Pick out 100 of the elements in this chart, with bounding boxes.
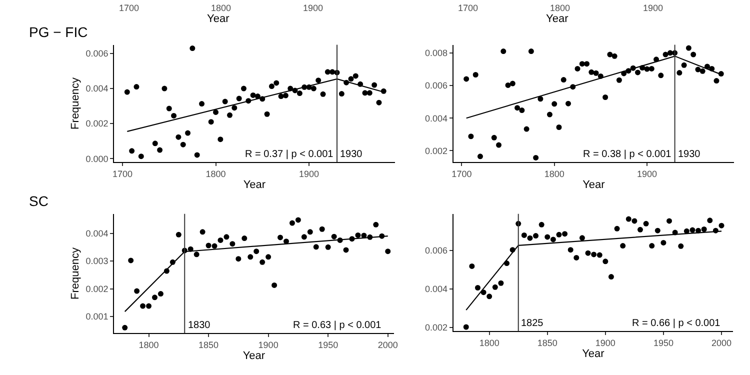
point <box>474 284 480 290</box>
point <box>585 250 591 256</box>
point <box>568 247 574 253</box>
text: 1700 <box>458 3 478 13</box>
point <box>218 136 224 142</box>
point <box>632 218 638 224</box>
point <box>185 130 191 136</box>
point <box>550 236 556 242</box>
point <box>519 108 525 114</box>
x-tick-label: 1800 <box>544 168 564 179</box>
point <box>648 66 654 72</box>
point <box>626 216 632 222</box>
point <box>463 324 469 330</box>
point <box>690 52 696 58</box>
x-axis-title: Year <box>582 179 606 192</box>
point <box>171 112 177 118</box>
point <box>654 228 660 234</box>
point <box>591 252 597 258</box>
point <box>464 76 470 82</box>
annotation: R = 0.63 | p < 0.001 <box>293 320 382 331</box>
point <box>310 86 316 92</box>
text: 1900 <box>643 3 664 13</box>
x-tick-label: 1950 <box>653 338 674 348</box>
point <box>320 91 326 97</box>
y-tick-label: 0.006 <box>425 246 448 256</box>
point <box>514 105 520 111</box>
point <box>324 69 330 75</box>
point <box>649 243 655 249</box>
x-tick-label: 1850 <box>198 340 219 350</box>
point <box>533 233 539 239</box>
point <box>180 142 186 148</box>
x-tick-label: 2000 <box>711 338 732 348</box>
y-tick-label: 0.002 <box>86 118 108 129</box>
y-tick-label: 0.004 <box>425 113 448 124</box>
point <box>254 94 260 100</box>
point <box>574 66 580 72</box>
point <box>284 238 289 244</box>
point <box>366 90 372 96</box>
point <box>552 101 558 107</box>
point <box>224 234 230 240</box>
text: 1800 <box>211 3 232 13</box>
x-tick-label: 2000 <box>378 340 398 350</box>
point <box>602 94 608 100</box>
annotation: R = 0.38 | p < 0.001 <box>583 149 672 160</box>
point <box>343 247 349 253</box>
point <box>505 82 511 88</box>
y-tick-label: 0.006 <box>425 80 448 91</box>
point <box>496 142 502 148</box>
point <box>469 263 475 269</box>
point <box>566 100 571 106</box>
x-axis-title: Year <box>242 350 266 362</box>
point <box>176 134 182 140</box>
point <box>528 48 534 54</box>
point <box>268 84 274 90</box>
point <box>690 227 696 233</box>
point <box>236 96 242 102</box>
point <box>208 119 214 125</box>
point <box>686 45 692 51</box>
point <box>602 258 608 264</box>
point <box>134 84 140 90</box>
point <box>212 243 218 249</box>
point <box>579 235 585 241</box>
point <box>307 229 313 235</box>
x-tick-label: 1800 <box>206 168 226 179</box>
y-axis-title: Frequency <box>69 247 82 300</box>
point <box>700 68 706 74</box>
point <box>616 77 622 83</box>
point <box>152 140 158 146</box>
ref-line-label: 1930 <box>340 149 363 160</box>
point <box>560 77 566 83</box>
point <box>701 226 707 232</box>
point <box>352 73 358 79</box>
point <box>124 89 130 95</box>
point <box>614 226 620 232</box>
point <box>296 90 302 96</box>
point <box>250 92 256 98</box>
point <box>313 244 319 250</box>
x-tick-label: 1900 <box>299 168 320 179</box>
point <box>230 241 236 247</box>
y-tick-label: 0.004 <box>86 228 108 238</box>
point <box>524 126 530 132</box>
point <box>152 294 158 300</box>
point <box>157 147 163 153</box>
x-tick-label: 1700 <box>112 168 132 179</box>
chart-title: PG − FIC <box>29 24 88 40</box>
ref-line-label: 1830 <box>188 320 211 331</box>
y-tick-label: 0.002 <box>425 322 448 333</box>
point <box>218 237 224 243</box>
point <box>607 52 613 58</box>
point <box>714 78 720 84</box>
point <box>492 284 498 290</box>
point <box>176 232 182 238</box>
point <box>282 92 288 98</box>
y-tick-label: 0.008 <box>425 48 448 58</box>
x-tick-label: 1900 <box>595 338 616 348</box>
point <box>254 248 260 254</box>
point <box>319 226 325 232</box>
point <box>562 231 568 237</box>
point <box>213 109 219 115</box>
point <box>331 234 337 240</box>
